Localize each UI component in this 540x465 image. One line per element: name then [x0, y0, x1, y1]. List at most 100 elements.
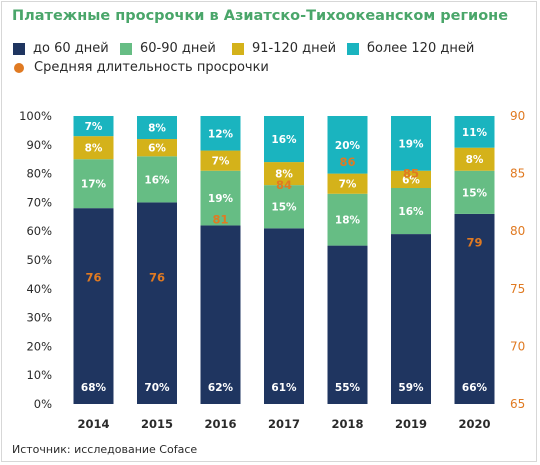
data-label: 8% — [466, 154, 484, 166]
bar-segment — [137, 116, 177, 140]
bar-segment — [200, 225, 241, 404]
data-label: 16% — [144, 174, 170, 186]
chart-title: Платежные просрочки в Азиатско-Тихоокеан… — [12, 8, 509, 24]
source-note: Источник: исследование Coface — [12, 443, 198, 456]
bar-segment — [327, 116, 368, 174]
bar-segment — [73, 136, 114, 160]
data-label: 8% — [275, 169, 293, 181]
x-tick-label: 2020 — [458, 417, 490, 431]
y-tick-label: 20% — [26, 339, 52, 353]
y-tick-label: 10% — [26, 368, 52, 382]
data-label: 70% — [144, 382, 170, 394]
bar-segment — [200, 116, 241, 151]
x-tick-label: 2018 — [331, 417, 363, 431]
data-label: 8% — [85, 143, 103, 155]
legend-swatch-series-1 — [120, 42, 132, 55]
bar-segment — [391, 234, 431, 404]
data-label: 59% — [398, 382, 424, 394]
legend-swatch-series-0 — [13, 42, 25, 55]
line-value-label: 76 — [85, 270, 101, 284]
bar-segment — [73, 116, 114, 137]
bar-segment — [137, 156, 177, 203]
bar-segment — [264, 162, 304, 186]
data-label: 20% — [335, 140, 361, 152]
bar-segment — [391, 170, 431, 188]
data-label: 8% — [148, 123, 166, 135]
data-label: 7% — [212, 156, 230, 168]
line-value-label: 79 — [466, 236, 482, 250]
y2-tick-label: 75 — [510, 282, 525, 296]
data-label: 18% — [335, 215, 361, 227]
bar-segment — [327, 245, 368, 404]
data-label: 15% — [271, 202, 297, 214]
y-tick-label: 80% — [26, 167, 52, 181]
legend-label-series-0: до 60 дней — [33, 41, 109, 56]
bar-segment — [391, 116, 431, 171]
bar-segment — [391, 188, 431, 235]
data-label: 61% — [271, 382, 297, 394]
data-label: 11% — [462, 127, 488, 139]
data-label: 62% — [208, 382, 234, 394]
legend-item-series-2: 91-120 дней — [232, 41, 336, 56]
legend-label-line: Средняя длительность просрочки — [34, 60, 269, 75]
bar-segment — [264, 228, 304, 404]
x-tick-label: 2016 — [204, 417, 236, 431]
line-value-label: 76 — [149, 270, 165, 284]
y2-tick-label: 85 — [510, 167, 525, 181]
bar-segment — [454, 213, 495, 404]
bar-segment — [454, 147, 495, 171]
data-label: 66% — [462, 382, 488, 394]
y-tick-label: 90% — [26, 138, 52, 152]
y-tick-label: 0% — [34, 397, 52, 411]
y-tick-label: 100% — [19, 109, 52, 123]
bar-segment — [454, 170, 495, 214]
data-label: 19% — [208, 193, 234, 205]
data-label: 12% — [208, 128, 234, 140]
data-label: 7% — [339, 179, 357, 191]
data-label: 7% — [85, 121, 103, 133]
data-label: 17% — [81, 179, 107, 191]
legend-item-series-1: 60-90 дней — [120, 41, 216, 56]
line-value-label: 86 — [339, 155, 355, 169]
x-tick-label: 2017 — [268, 417, 300, 431]
bar-segment — [264, 116, 304, 163]
legend-label-series-2: 91-120 дней — [252, 41, 337, 56]
bar-segment — [73, 159, 114, 209]
legend-swatch-series-2 — [232, 42, 244, 55]
legend-dot-line — [14, 62, 24, 73]
legend-swatch-series-3 — [347, 42, 359, 55]
legend-item-series-3: более 120 дней — [347, 41, 474, 56]
bar-segment — [137, 139, 177, 157]
line-value-label: 81 — [212, 213, 228, 227]
y-tick-label: 60% — [26, 224, 52, 238]
y2-tick-label: 70 — [510, 339, 525, 353]
data-label: 6% — [148, 143, 166, 155]
bar-segment — [73, 208, 114, 404]
data-label: 19% — [398, 138, 424, 150]
legend-label-series-1: 60-90 дней — [140, 41, 216, 56]
bar-segment — [200, 150, 241, 171]
x-tick-label: 2015 — [141, 417, 173, 431]
data-label: 68% — [81, 382, 107, 394]
bar-segment — [327, 173, 368, 194]
y-tick-label: 40% — [26, 282, 52, 296]
line-value-label: 84 — [276, 178, 292, 192]
y2-tick-label: 80 — [510, 224, 525, 238]
x-tick-label: 2019 — [395, 417, 427, 431]
line-value-label: 85 — [403, 167, 419, 181]
data-label: 16% — [271, 134, 297, 146]
bar-segment — [137, 202, 177, 404]
y2-tick-label: 90 — [510, 109, 525, 123]
bar-segment — [327, 193, 368, 246]
x-tick-label: 2014 — [77, 417, 109, 431]
bar-segment — [200, 170, 241, 226]
legend-label-series-3: более 120 дней — [367, 41, 475, 56]
data-label: 6% — [402, 174, 420, 186]
legend-item-series-0: до 60 дней — [13, 41, 109, 56]
y2-tick-label: 65 — [510, 397, 525, 411]
bar-segment — [454, 116, 495, 148]
y-tick-label: 50% — [26, 253, 52, 267]
data-label: 55% — [335, 382, 361, 394]
y-tick-label: 30% — [26, 311, 52, 325]
